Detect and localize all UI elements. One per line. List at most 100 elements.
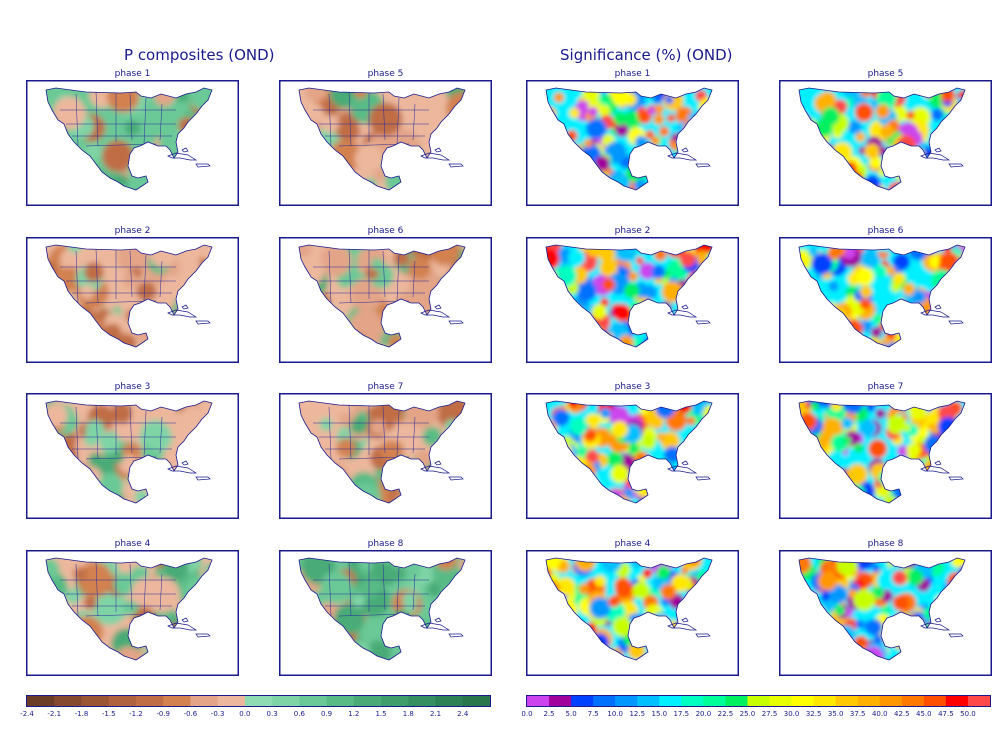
field-blob [594,155,610,171]
island-outline [920,152,951,161]
coastline [45,244,213,348]
field-blob [799,635,805,646]
field-blob [652,181,672,190]
field-blob [696,321,712,344]
field-blob [126,309,139,323]
field-blob [189,274,212,304]
field-blob [564,323,576,335]
significance-panel-phase-8: phase 8 [779,539,992,676]
field-blob [546,591,561,610]
field-blob [920,472,939,491]
field-blob [152,317,180,346]
field-blob [914,401,929,409]
state-border [396,410,400,458]
field-blob [915,474,932,491]
coastline [798,400,966,504]
field-blob [880,124,894,139]
panel-frame [26,393,239,519]
field-blob [654,181,676,190]
island-outline [948,320,964,325]
field-blob [158,469,191,502]
field-blob [820,342,832,347]
field-blob [799,299,805,314]
island-outline [695,476,711,481]
field-blob [566,488,578,500]
field-blob [900,649,912,660]
field-blob [656,432,667,442]
field-blob [556,606,569,619]
significance-panel-phase-3: phase 3 [526,382,739,519]
panel-label: phase 2 [614,226,651,236]
field-blob [97,472,124,499]
field-blob [155,328,189,347]
field-blob [826,450,847,471]
island-outline [695,633,711,638]
field-blob [546,612,558,624]
field-blob [330,488,350,503]
field-blob [943,454,958,469]
field-blob [375,615,401,641]
field-blob [920,626,936,642]
field-blob [650,326,666,341]
island-outline [181,304,189,310]
field-blob [578,583,590,595]
field-blob [706,177,712,190]
field-blob [647,643,668,660]
field-blob [416,478,441,502]
island-outline [434,304,442,310]
field-blob [954,653,964,660]
field-blob [952,146,961,155]
field-blob [417,469,443,495]
field-blob [808,613,820,625]
field-blob [553,614,566,628]
panel-label: phase 5 [367,69,404,79]
state-border [75,406,79,460]
field-blob [706,130,712,142]
field-blob [942,287,954,299]
field-blob [799,340,814,347]
field-blob [681,285,699,303]
field-blob [823,311,843,331]
colorbar-tick-label: 15.0 [651,710,668,718]
field-blob [853,589,876,611]
field-blob [546,178,556,190]
colorbar-tick-label: 37.5 [849,710,866,718]
field-blob [181,297,203,319]
field-blob [696,592,712,609]
composite-panel-phase-1: phase 1 [26,69,239,206]
field-blob [955,259,965,279]
field-blob [947,171,959,183]
field-blob [816,165,831,181]
field-blob [654,313,667,326]
field-blob [799,647,805,660]
field-blob [594,657,604,660]
field-blob [665,637,686,658]
field-blob [546,580,561,597]
field-blob [546,631,557,648]
coastline [545,557,713,661]
field-blob [449,259,465,287]
field-blob [611,420,628,438]
field-blob [906,569,924,586]
field-blob [707,339,712,347]
field-blob [704,484,712,495]
field-blob [432,637,449,653]
field-blob [943,334,953,344]
field-blob [664,485,675,496]
field-blob [567,249,586,267]
field-blob [83,596,97,610]
field-blob [444,419,459,434]
field-blob [646,185,661,190]
field-blob [684,278,696,290]
coastline [298,244,466,348]
colorbar-swatch [615,696,638,706]
field-blob [440,156,465,190]
field-blob [799,614,810,636]
field-blob [925,410,939,425]
field-blob [656,471,672,487]
field-blob [546,271,554,288]
field-blob [571,628,588,645]
state-border [159,573,163,611]
field-blob [111,403,133,424]
field-blob [945,445,959,459]
